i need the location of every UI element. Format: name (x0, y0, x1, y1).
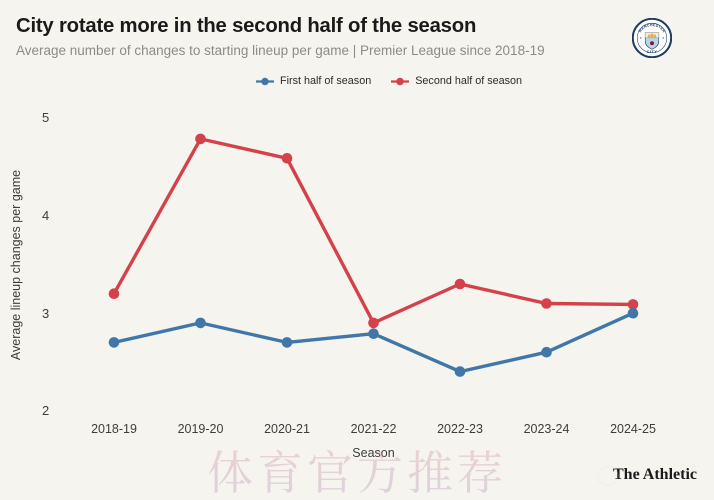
svg-text:Average lineup changes per gam: Average lineup changes per game (9, 170, 23, 360)
svg-text:3: 3 (42, 306, 49, 321)
svg-text:2024-25: 2024-25 (610, 422, 656, 436)
svg-text:2019-20: 2019-20 (178, 422, 224, 436)
svg-text:2018-19: 2018-19 (91, 422, 137, 436)
svg-text:2020-21: 2020-21 (264, 422, 310, 436)
svg-text:2023-24: 2023-24 (524, 422, 570, 436)
svg-text:4: 4 (42, 208, 49, 223)
svg-text:2021-22: 2021-22 (351, 422, 397, 436)
svg-text:2: 2 (42, 403, 49, 418)
svg-text:2022-23: 2022-23 (437, 422, 483, 436)
svg-text:5: 5 (42, 110, 49, 125)
